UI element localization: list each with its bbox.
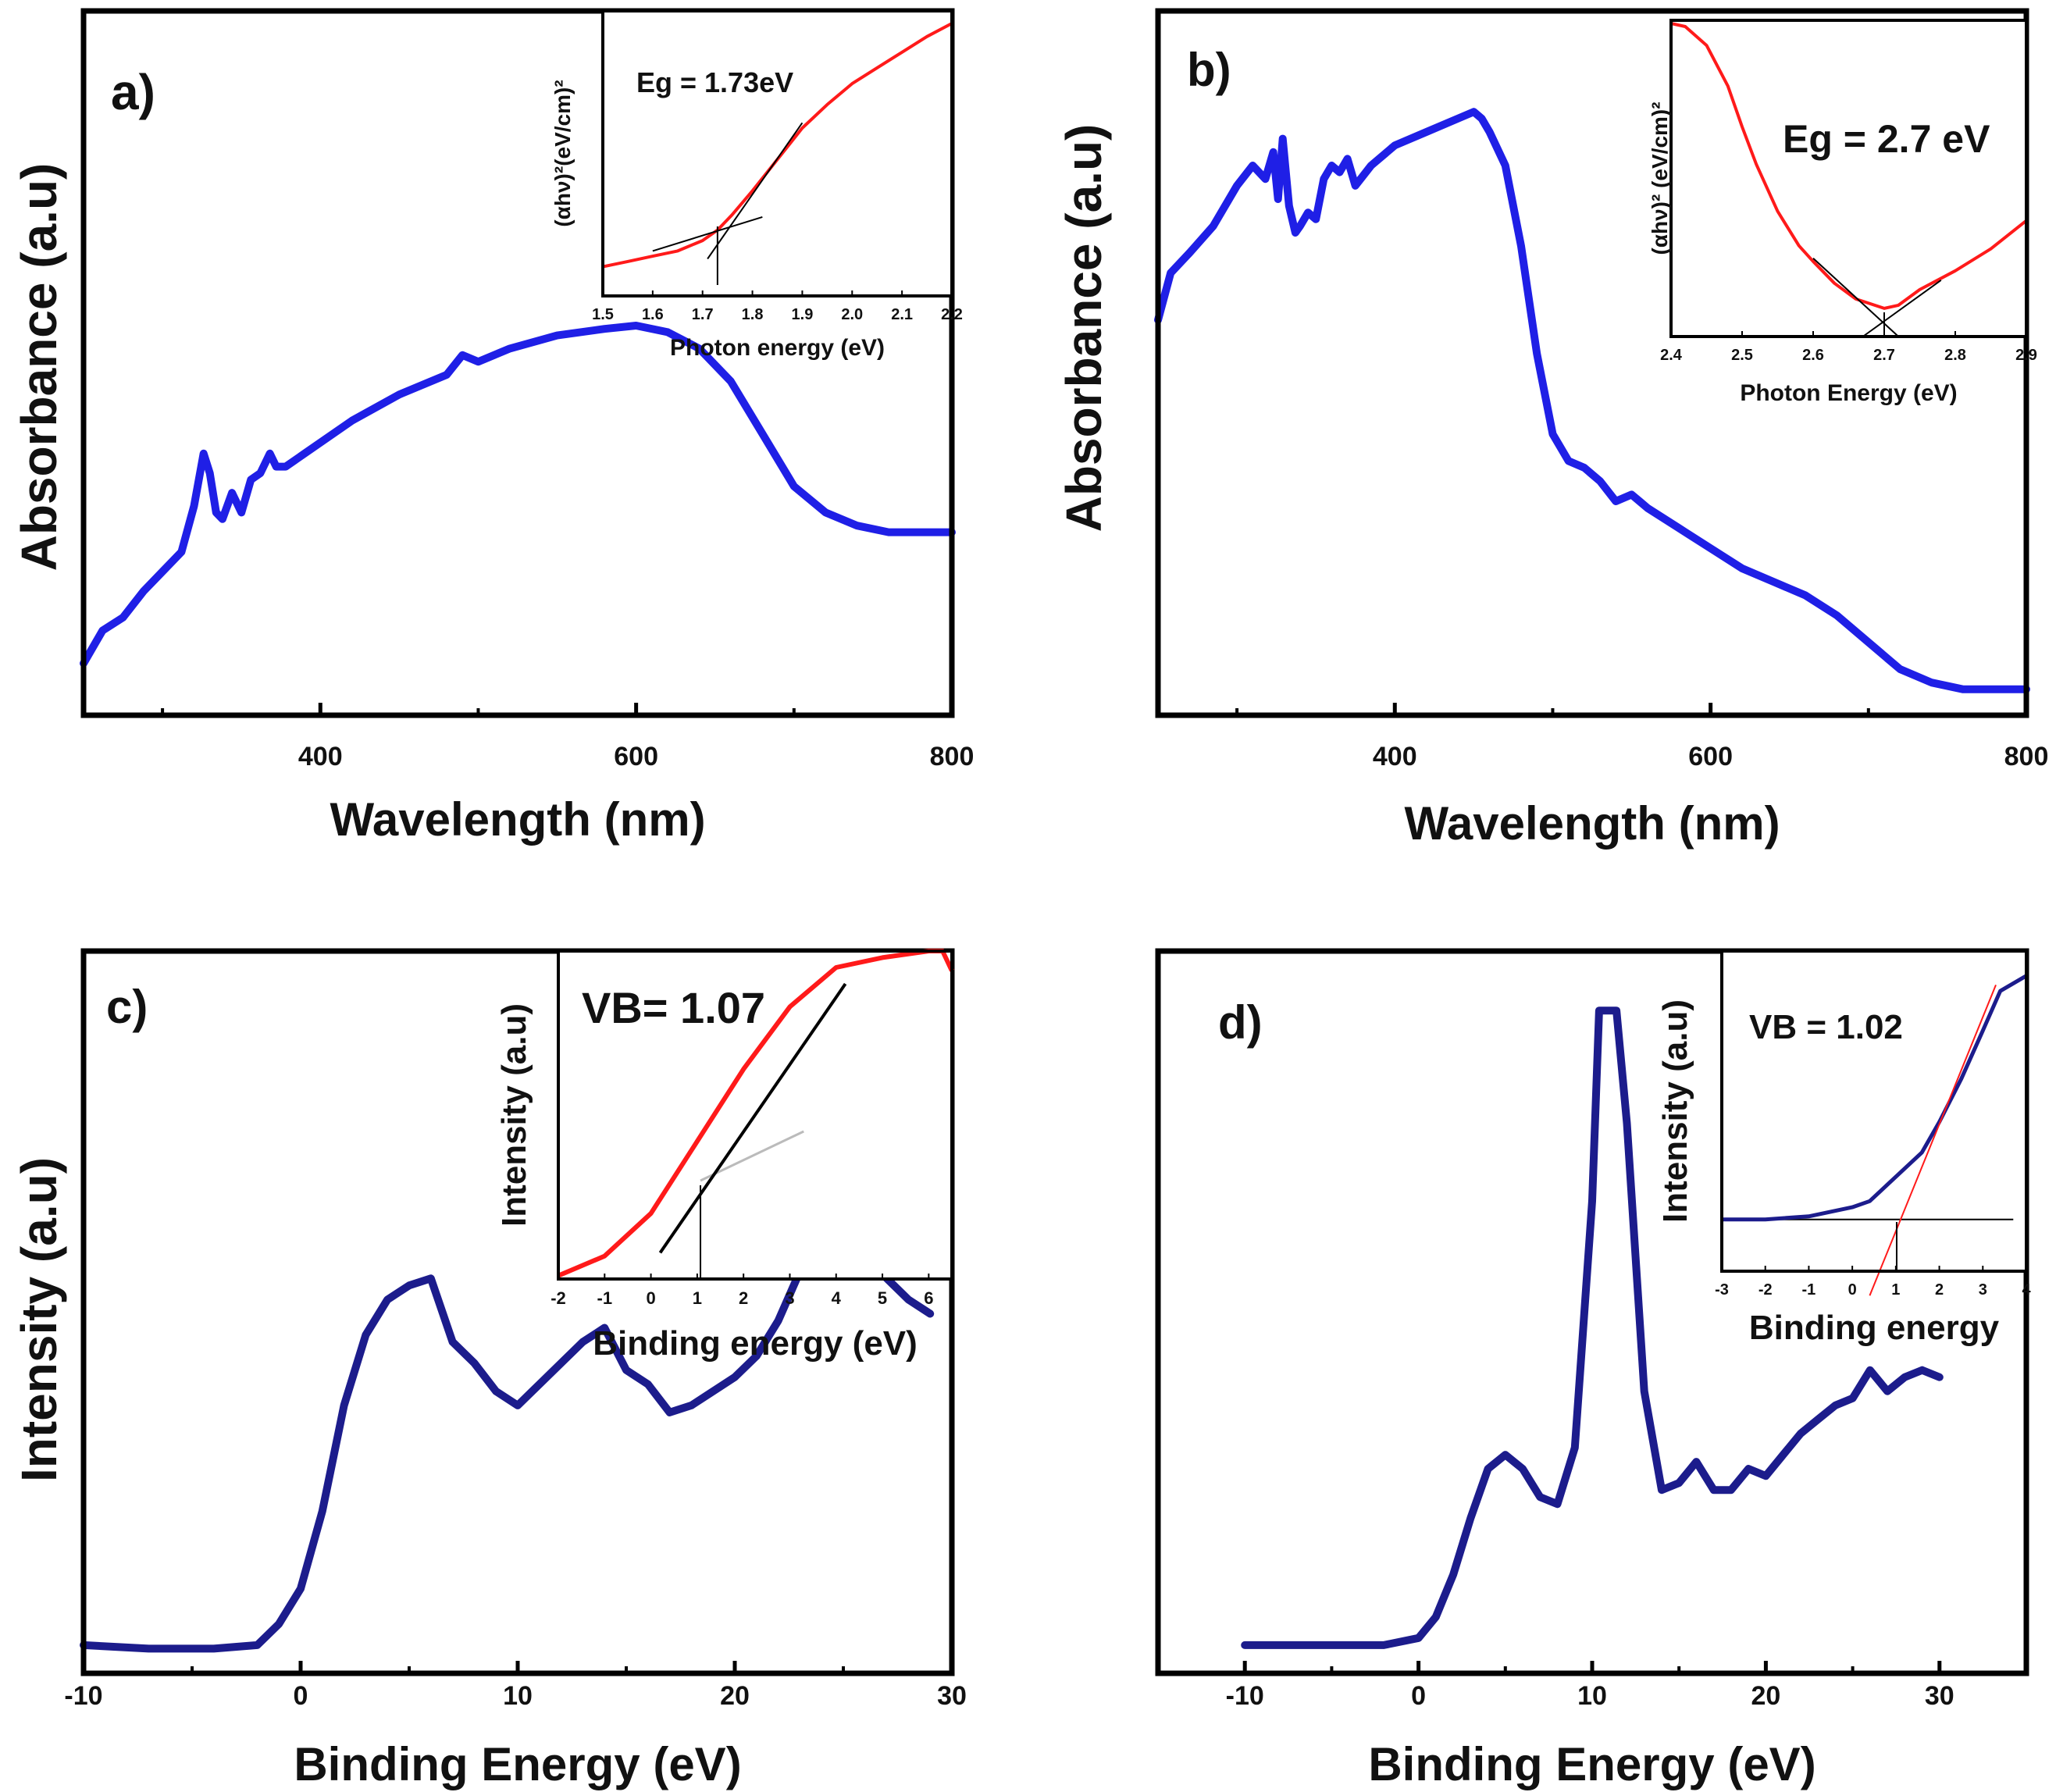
inset-x-tick-label: -2 — [551, 1288, 566, 1308]
x-tick-label: 400 — [298, 742, 343, 771]
x-tick-label: 800 — [2004, 742, 2049, 771]
inset-x-tick-label: 1.9 — [792, 306, 814, 323]
inset-annotation: VB = 1.02 — [1749, 1008, 1903, 1046]
x-tick-label: 10 — [1577, 1681, 1607, 1711]
inset-x-tick-label: 2.0 — [841, 306, 863, 323]
inset-x-tick-label: 2.9 — [2015, 347, 2037, 364]
inset-x-tick-label: -1 — [597, 1288, 613, 1308]
inset-x-tick-label: 2.5 — [1731, 347, 1753, 364]
inset-x-tick-label: 5 — [878, 1288, 887, 1308]
data-series-line — [1241, 1006, 1944, 1649]
panel-b: 400 600 800 Wavelength (nm) Absorbance (a.u)… — [1056, 8, 2049, 850]
x-tick-label: 600 — [614, 742, 658, 771]
x-axis-label: Binding Energy (eV) — [1368, 1738, 1815, 1790]
x-tick-label: 30 — [937, 1681, 967, 1711]
inset-x-tick-label: 1 — [693, 1288, 702, 1308]
inset-frame — [1720, 949, 2028, 1273]
inset-x-tick-label: -3 — [1715, 1281, 1729, 1299]
inset-x-tick-label: 3 — [1979, 1281, 1987, 1299]
inset-fit-line — [1869, 985, 1997, 1296]
inset-x-tick-label: 2.4 — [1660, 347, 1683, 364]
x-tick-label: -10 — [64, 1681, 102, 1711]
inset-annotation: VB= 1.07 — [582, 983, 765, 1032]
x-tick-label: 600 — [1688, 742, 1733, 771]
inset-x-tick-label: 2.7 — [1873, 347, 1895, 364]
inset-x-tick-label: 1.5 — [592, 306, 614, 323]
x-tick-label: 20 — [1751, 1681, 1780, 1711]
inset-fit-line — [652, 216, 763, 252]
x-tick-label: 30 — [1925, 1681, 1954, 1711]
inset-x-tick-label: 2 — [739, 1288, 748, 1308]
inset-x-tick-label: 6 — [924, 1288, 933, 1308]
inset-fit-line — [658, 982, 847, 1254]
plot-frame — [80, 8, 955, 718]
x-axis-label: Wavelength (nm) — [330, 793, 705, 846]
inset-fit-line — [1862, 280, 1942, 337]
inset-frame — [557, 949, 953, 1281]
inset-chart: -3 -2 -1 0 1 2 3 4 Binding energy Intensity (a.u)… — [1656, 949, 2031, 1347]
inset-x-tick-label: 4 — [832, 1288, 842, 1308]
data-series-line — [80, 322, 956, 668]
inset-x-tick-label: 2.6 — [1802, 347, 1824, 364]
x-tick-label: -10 — [1226, 1681, 1264, 1711]
x-tick-label: 0 — [294, 1681, 308, 1711]
data-series-line — [1154, 108, 2030, 693]
inset-annotation: Eg = 1.73eV — [636, 66, 793, 98]
y-axis-label: Absorbance (a.u) — [1056, 124, 1112, 533]
inset-x-tick-label: 2.2 — [941, 306, 963, 323]
x-axis-label: Wavelength (nm) — [1404, 797, 1780, 850]
inset-y-axis-label: (αhν)²(eV/cm)² — [551, 80, 575, 226]
inset-x-tick-label: 0 — [1848, 1281, 1857, 1299]
inset-y-axis-label: Intensity (a.u) — [495, 1003, 533, 1227]
inset-x-axis-label: Binding energy (eV) — [593, 1324, 918, 1363]
inset-background — [1722, 951, 2026, 1271]
inset-background — [1671, 20, 2026, 337]
inset-x-tick-label: 1.6 — [642, 306, 664, 323]
x-tick-label: 800 — [930, 742, 975, 771]
inset-x-tick-label: 1.8 — [742, 306, 764, 323]
inset-chart: 2.4 2.5 2.6 2.7 2.8 2.9 Photon Energy (eV) (αhν… — [1648, 19, 2037, 406]
inset-x-tick-label: 1 — [1891, 1281, 1900, 1299]
inset-x-tick-label: 0 — [646, 1288, 655, 1308]
panel-label: b) — [1187, 44, 1231, 96]
plot-frame — [1155, 8, 2029, 718]
inset-x-tick-label: 3 — [785, 1288, 794, 1308]
inset-x-tick-label: 2.8 — [1944, 347, 1966, 364]
y-axis-label: Intensity (a.u) — [11, 1157, 67, 1482]
inset-x-tick-label: 2.1 — [891, 306, 913, 323]
panel-a: 400 600 800 Wavelength (nm) Absorbance (a.u)… — [11, 8, 975, 846]
panel-label: d) — [1218, 996, 1263, 1049]
inset-x-tick-label: -2 — [1758, 1281, 1773, 1299]
inset-curve — [1670, 22, 2028, 310]
x-tick-label: 0 — [1411, 1681, 1426, 1711]
inset-frame — [1669, 19, 2028, 338]
inset-chart: -2 -1 0 1 2 3 4 5 6 Binding energy (eV) Intensity … — [495, 949, 954, 1363]
inset-x-axis-label: Binding energy — [1749, 1309, 2000, 1347]
inset-frame — [601, 9, 953, 297]
inset-curve — [1722, 974, 2028, 1222]
inset-x-axis-label: Photon energy (eV) — [670, 335, 885, 361]
x-axis-label: Binding Energy (eV) — [294, 1738, 741, 1790]
x-tick-label: 400 — [1373, 742, 1417, 771]
panel-label: c) — [106, 981, 148, 1033]
inset-x-axis-label: Photon Energy (eV) — [1740, 380, 1957, 406]
inset-annotation: Eg = 2.7 eV — [1783, 117, 1990, 161]
inset-y-axis-label: Intensity (a.u) — [1656, 999, 1694, 1223]
x-tick-label: 10 — [503, 1681, 533, 1711]
inset-x-tick-label: 4 — [2022, 1281, 2031, 1299]
x-tick-label: 20 — [720, 1681, 750, 1711]
inset-fit-line — [707, 122, 804, 260]
y-axis-label: Absorbance (a.u) — [11, 163, 67, 572]
inset-x-tick-label: 2 — [1935, 1281, 1944, 1299]
panel-label: a) — [111, 64, 155, 120]
inset-x-tick-label: 1.7 — [692, 306, 714, 323]
inset-aux-line — [700, 1130, 804, 1182]
inset-chart: 1.5 1.6 1.7 1.8 1.9 2.0 2.1 2.2 Photon energy (e… — [551, 9, 963, 361]
inset-x-tick-label: -1 — [1802, 1281, 1816, 1299]
inset-y-axis-label: (αhν)² (eV/cm)² — [1648, 102, 1672, 255]
